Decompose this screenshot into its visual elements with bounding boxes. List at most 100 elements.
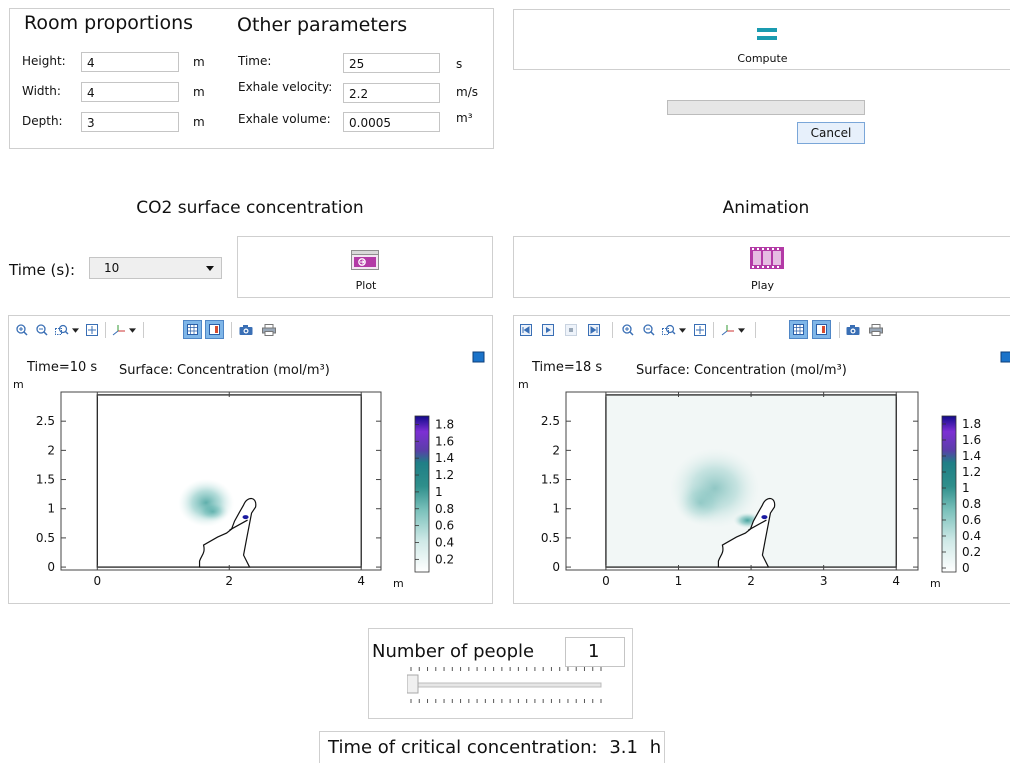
colorbar-tick-label: 1	[962, 481, 970, 495]
axis-orientation-icon[interactable]	[721, 324, 735, 336]
time-select[interactable]: 10	[89, 257, 222, 279]
exhale-velocity-label: Exhale velocity:	[238, 80, 333, 94]
toolbar-separator	[105, 322, 106, 338]
compute-button[interactable]: Compute	[513, 9, 1010, 70]
grid-icon	[793, 324, 804, 335]
colorbar-tick-label: 1.4	[435, 451, 454, 465]
print-icon[interactable]	[869, 324, 883, 336]
y-tick-label: 1	[552, 502, 560, 516]
colorbar-tick-label: 0.6	[435, 519, 454, 533]
zoom-out-icon[interactable]	[643, 324, 655, 336]
x-tick-label: 2	[747, 574, 755, 588]
dropdown-arrow-icon[interactable]	[72, 328, 79, 333]
colorbar-tick-label: 0.8	[962, 497, 981, 511]
time-select-value: 10	[104, 261, 120, 275]
person-arm	[229, 519, 248, 531]
right-surface-plot[interactable]: Time=18 s Surface: Concentration (mol/m³)…	[514, 346, 1010, 604]
dropdown-arrow-icon[interactable]	[129, 328, 136, 333]
parameters-panel: Room proportions Other parameters Height…	[9, 8, 494, 149]
y-tick-label: 1	[47, 502, 55, 516]
left-plot-heading: CO2 surface concentration	[136, 198, 364, 218]
x-tick-label: 4	[892, 574, 900, 588]
zoom-extents-icon[interactable]	[86, 324, 98, 336]
camera-icon[interactable]	[846, 324, 860, 336]
zoom-in-icon[interactable]	[16, 324, 28, 336]
time-field[interactable]: 25	[343, 53, 440, 73]
print-icon[interactable]	[262, 324, 276, 336]
y-axis-unit: m	[13, 378, 24, 391]
toolbar-separator	[755, 322, 756, 338]
colorbar-tick-label: 1.8	[435, 417, 454, 431]
colorbar	[941, 415, 957, 573]
depth-label: Depth:	[22, 114, 63, 128]
x-axis-unit: m	[393, 577, 404, 590]
x-tick-label: 0	[93, 574, 101, 588]
dropdown-arrow-icon[interactable]	[738, 328, 745, 333]
left-plot-panel: Time=10 s Surface: Concentration (mol/m³)…	[8, 315, 493, 604]
zoom-box-icon[interactable]	[55, 324, 69, 336]
show-legend-toggle[interactable]	[205, 320, 224, 339]
dropdown-arrow-icon[interactable]	[679, 328, 686, 333]
exhale-source	[242, 515, 249, 520]
plot-label: Plot	[355, 279, 377, 292]
zoom-out-icon[interactable]	[36, 324, 48, 336]
colorbar-tick-label: 1.6	[962, 433, 981, 447]
width-field[interactable]: 4	[81, 82, 179, 102]
play-label: Play	[751, 279, 774, 292]
height-label: Height:	[22, 54, 66, 68]
critical-time-value: 3.1	[609, 737, 638, 758]
y-tick-label: 0.5	[541, 531, 560, 545]
plot-button[interactable]: Plot	[237, 236, 493, 298]
camera-icon[interactable]	[239, 324, 253, 336]
show-grid-toggle[interactable]	[789, 320, 808, 339]
other-parameters-title: Other parameters	[237, 14, 408, 36]
film-strip-icon	[750, 247, 784, 269]
y-tick-label: 2.5	[541, 414, 560, 428]
exhale-volume-field[interactable]: 0.0005	[343, 112, 440, 132]
width-unit: m	[193, 85, 205, 99]
show-legend-toggle[interactable]	[812, 320, 831, 339]
play-button[interactable]: Play	[513, 236, 1010, 298]
y-tick-label: 1.5	[36, 473, 55, 487]
colorbar-tick-label: 1.8	[962, 417, 981, 431]
cancel-button[interactable]: Cancel	[797, 122, 865, 144]
stop-icon[interactable]	[565, 324, 577, 336]
left-surface-plot[interactable]: Time=10 s Surface: Concentration (mol/m³)…	[9, 346, 492, 604]
people-panel: Number of people 1	[368, 628, 633, 719]
compute-icon	[757, 28, 777, 40]
critical-time-unit: h	[649, 737, 662, 758]
legend-icon	[209, 324, 220, 335]
depth-field[interactable]: 3	[81, 112, 179, 132]
colorbar-tick-label: 0.4	[962, 529, 981, 543]
width-label: Width:	[22, 84, 61, 98]
right-plot-toolbar	[514, 316, 1010, 344]
zoom-in-icon[interactable]	[622, 324, 634, 336]
play-icon[interactable]	[542, 324, 554, 336]
colorbar-tick-label: 0.6	[962, 513, 981, 527]
zoom-box-icon[interactable]	[662, 324, 676, 336]
exhale-velocity-field[interactable]: 2.2	[343, 83, 440, 103]
height-field[interactable]: 4	[81, 52, 179, 72]
plot-title: Surface: Concentration (mol/m³)	[119, 363, 330, 378]
colorbar	[414, 415, 430, 573]
people-field[interactable]: 1	[565, 637, 625, 667]
person-silhouette	[717, 497, 776, 568]
zoom-extents-icon[interactable]	[694, 324, 706, 336]
legend-badge-icon	[472, 351, 485, 363]
x-tick-label: 1	[675, 574, 683, 588]
last-frame-icon[interactable]	[588, 324, 600, 336]
person-silhouette	[198, 497, 257, 568]
concentration-cloud	[675, 480, 726, 525]
axis-orientation-icon[interactable]	[112, 324, 126, 336]
concentration-cloud	[196, 501, 229, 522]
show-grid-toggle[interactable]	[183, 320, 202, 339]
colorbar-tick-label: 1.4	[962, 449, 981, 463]
room-proportions-title: Room proportions	[24, 12, 194, 34]
people-slider[interactable]	[407, 667, 603, 703]
legend-icon	[816, 324, 827, 335]
first-frame-icon[interactable]	[520, 324, 532, 336]
y-tick-label: 1.5	[541, 473, 560, 487]
colorbar-tick-label: 0.2	[962, 545, 981, 559]
critical-time-box: Time of critical concentration: 3.1 h	[319, 731, 665, 763]
right-plot-panel: Time=18 s Surface: Concentration (mol/m³)…	[513, 315, 1010, 604]
